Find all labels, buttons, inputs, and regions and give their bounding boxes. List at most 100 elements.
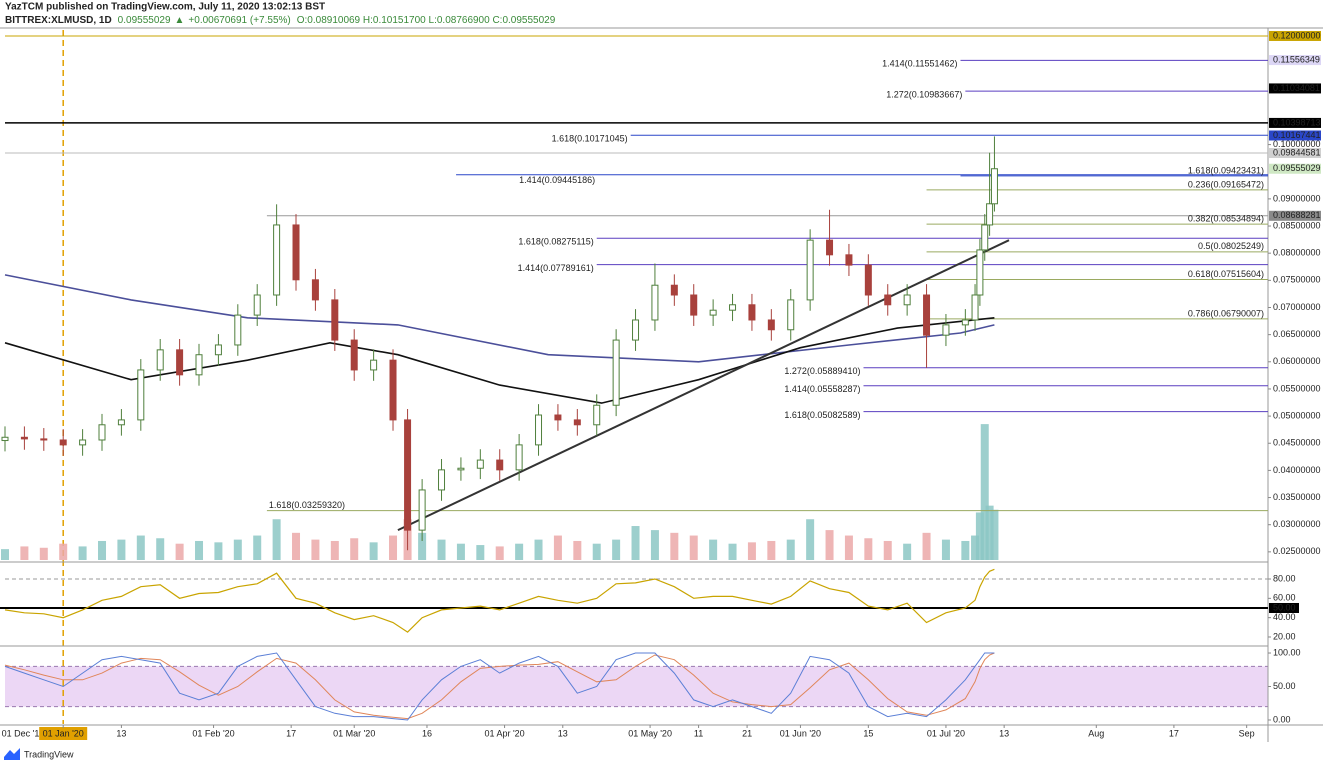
x-tick-label: 01 Dec '19 bbox=[2, 728, 45, 738]
candle-body bbox=[404, 419, 412, 531]
volume-bar bbox=[975, 512, 984, 560]
volume-bar bbox=[592, 543, 601, 560]
volume-bar bbox=[961, 540, 970, 560]
moving-average bbox=[4, 274, 995, 363]
price-tag-label: 0.11034081 bbox=[1273, 83, 1320, 93]
y-tick-label: 0.04000000 bbox=[1273, 465, 1321, 475]
price-tag bbox=[1269, 117, 1321, 128]
candle-body bbox=[690, 294, 698, 316]
price-tag bbox=[1269, 148, 1321, 159]
volume-bar bbox=[39, 547, 48, 560]
rsi-tag-label: 50.00 bbox=[1273, 602, 1296, 612]
volume-bar bbox=[233, 539, 242, 560]
volume-bar bbox=[631, 526, 640, 560]
volume-bar bbox=[922, 532, 931, 560]
volume-bar bbox=[195, 540, 204, 560]
underlay bbox=[5, 30, 1268, 724]
level-label: 0.236(0.09165472) bbox=[1188, 179, 1264, 189]
y-tick-label: 0.08000000 bbox=[1273, 248, 1321, 258]
candle-body bbox=[884, 294, 892, 306]
level-label: 0.382(0.08534894) bbox=[1188, 214, 1264, 224]
x-tick-label: 01 Mar '20 bbox=[333, 728, 375, 738]
candle-body bbox=[709, 309, 717, 316]
x-tick-label: 16 bbox=[422, 728, 432, 738]
candle-body bbox=[350, 339, 358, 371]
volume-bar bbox=[350, 538, 359, 560]
y-tick-label: 0.05500000 bbox=[1273, 383, 1321, 393]
candle-body bbox=[253, 294, 261, 316]
level-label: 1.414(0.05558287) bbox=[784, 384, 860, 394]
volume-bar bbox=[20, 546, 29, 560]
volume-bar bbox=[98, 540, 107, 560]
y-tick-label: 0.06500000 bbox=[1273, 329, 1321, 339]
change: +0.00670691 (+7.55%) bbox=[188, 15, 290, 26]
volume-bar bbox=[990, 509, 999, 560]
last-price: 0.09555029 bbox=[118, 15, 171, 26]
price-tag bbox=[1269, 210, 1321, 221]
volume-bar bbox=[515, 543, 524, 560]
volume-bar bbox=[971, 535, 980, 560]
x-tick-label: Sep bbox=[1239, 728, 1255, 738]
y-tick-label: 0.06000000 bbox=[1273, 356, 1321, 366]
price-tag bbox=[1269, 83, 1321, 94]
price-tag bbox=[1269, 55, 1321, 66]
rsi-line bbox=[4, 568, 995, 633]
volume-bar bbox=[612, 539, 621, 560]
x-tick-label: 01 Apr '20 bbox=[484, 728, 524, 738]
candle-body bbox=[612, 339, 620, 406]
candle-body bbox=[748, 304, 756, 321]
y-tick-label: 0.09000000 bbox=[1273, 193, 1321, 203]
volume-bar bbox=[456, 543, 465, 560]
candle-body bbox=[961, 319, 969, 326]
candle-body bbox=[476, 459, 484, 469]
volume-bar bbox=[553, 535, 562, 560]
candle-body bbox=[942, 324, 950, 336]
candle-body bbox=[59, 439, 67, 446]
level-label: 1.618(0.03259320) bbox=[269, 500, 345, 510]
candle-body bbox=[156, 349, 164, 371]
change-arrow: ▲ bbox=[175, 15, 185, 26]
symbol: BITTREX:XLMUSD, 1D bbox=[5, 15, 112, 26]
volume-bar bbox=[844, 535, 853, 560]
candle-body bbox=[787, 299, 795, 331]
level-label: 1.272(0.05889410) bbox=[784, 366, 860, 376]
candle-body bbox=[845, 254, 853, 266]
level-label: 1.414(0.11551462) bbox=[882, 59, 957, 69]
volume-bar bbox=[709, 539, 718, 560]
x-tick-label: 17 bbox=[286, 728, 296, 738]
y-tick-label: 0.03500000 bbox=[1273, 492, 1321, 502]
y-tick-label: 0.02500000 bbox=[1273, 546, 1321, 556]
volume-bar bbox=[864, 538, 873, 560]
candle-body bbox=[981, 224, 989, 251]
volume-bar bbox=[985, 505, 994, 560]
volume-bar bbox=[1, 549, 9, 560]
y-tick-label: 0.05000000 bbox=[1273, 410, 1321, 420]
volume-bar bbox=[437, 539, 446, 560]
candle-body bbox=[98, 424, 106, 441]
candle-body bbox=[806, 239, 814, 301]
candle-body bbox=[826, 239, 834, 256]
stoch-tick-label: 0.00 bbox=[1273, 714, 1291, 724]
candle-body bbox=[117, 419, 125, 426]
x-tick-label: 01 Jul '20 bbox=[927, 728, 965, 738]
rsi-tick-label: 60.00 bbox=[1273, 593, 1296, 603]
candle-body bbox=[632, 319, 640, 341]
volume-bar bbox=[534, 539, 543, 560]
volume-bar bbox=[175, 543, 184, 560]
volume-bar bbox=[330, 540, 339, 560]
volume-bar bbox=[806, 519, 815, 560]
candle-body bbox=[554, 414, 562, 421]
candle-body bbox=[496, 459, 504, 471]
level-label: 0.786(0.06790007) bbox=[1188, 308, 1264, 318]
volume-bar bbox=[292, 532, 301, 560]
volume-bar bbox=[825, 530, 834, 560]
volume-bar bbox=[311, 539, 320, 560]
volume-bar bbox=[670, 532, 679, 560]
stoch-k-line bbox=[4, 652, 995, 721]
x-tick-label: 13 bbox=[999, 728, 1009, 738]
level-label: 1.414(0.09445186) bbox=[519, 175, 595, 185]
stoch-band bbox=[5, 666, 1268, 707]
stoch-tick-label: 100.00 bbox=[1273, 647, 1301, 657]
